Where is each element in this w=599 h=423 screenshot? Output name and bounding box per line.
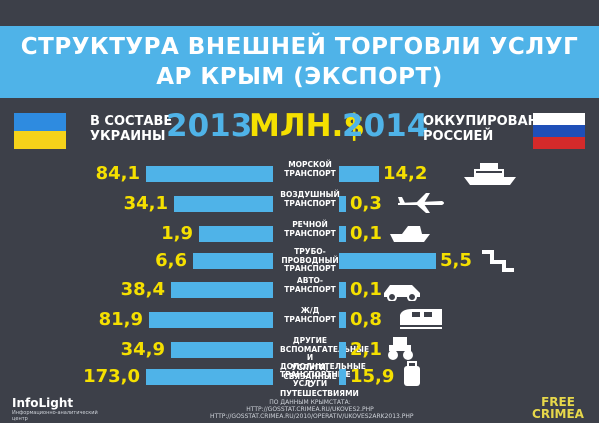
value-label-2013: 173,0 xyxy=(83,366,140,387)
category-label: УСЛУГИ, СВЯЗАННЫЕ С ПУТЕШЕСТВИЯМИ xyxy=(280,363,359,398)
chart-row: 81,9 Ж/Д ТРАНСПОРТ 0,8 xyxy=(0,306,599,331)
luggage-icon xyxy=(400,360,424,394)
chart-row: 34,1 ВОЗДУШНЫЙ ТРАНСПОРТ 0,3 xyxy=(0,190,599,215)
ukraine-flag-icon xyxy=(14,113,66,149)
infolight-logo-sub: Информационно-аналитический центр xyxy=(12,410,98,422)
value-label-2013: 6,6 xyxy=(155,250,187,271)
category-label: Ж/Д ТРАНСПОРТ xyxy=(284,306,336,324)
airplane-icon xyxy=(396,191,446,219)
bar-2013 xyxy=(146,369,273,385)
value-label-2013: 1,9 xyxy=(161,223,193,244)
value-label-2014: 0,8 xyxy=(350,309,382,330)
train-icon xyxy=(398,307,444,335)
value-label-2013: 34,9 xyxy=(120,339,165,360)
category-label: ДРУГИЕ ВСПОМАГАТЕЛЬНЫЕ И ДОПОЛНИТЕЛЬНЫЕ … xyxy=(280,336,370,388)
bar-2014 xyxy=(339,253,436,269)
left-side-label: В СОСТАВЕ УКРАИНЫ xyxy=(90,114,173,144)
category-label: РЕЧНОЙ ТРАНСПОРТ xyxy=(284,220,336,238)
chart-row: 38,4 АВТО- ТРАНСПОРТ 0,1 xyxy=(0,276,599,302)
russia-flag-icon xyxy=(533,113,585,149)
title-line-1: СТРУКТУРА ВНЕШНЕЙ ТОРГОВЛИ УСЛУГ xyxy=(20,34,579,60)
value-label-2013: 81,9 xyxy=(98,309,143,330)
value-label-2014: 5,5 xyxy=(440,250,472,271)
bar-2014 xyxy=(339,166,379,182)
bar-2013 xyxy=(193,253,273,269)
boat-icon xyxy=(388,222,432,248)
year-left: 2013 xyxy=(166,108,253,144)
unit-label: МЛН.$ xyxy=(249,108,365,144)
category-label: МОРСКОЙ ТРАНСПОРТ xyxy=(284,160,336,178)
tractor-icon xyxy=(385,335,415,365)
chart-row: 84,1 МОРСКОЙ ТРАНСПОРТ 14,2 xyxy=(0,160,599,185)
value-label-2014: 14,2 xyxy=(383,163,428,184)
chart-row: 6,6 ТРУБО- ПРОВОДНЫЙ ТРАНСПОРТ 5,5 xyxy=(0,247,599,273)
value-label-2014: 0,3 xyxy=(350,193,382,214)
infolight-logo-name: InfoLight xyxy=(12,396,74,410)
chart-row: 34,9 ДРУГИЕ ВСПОМАГАТЕЛЬНЫЕ И ДОПОЛНИТЕЛЬ… xyxy=(0,336,599,387)
value-label-2014: 2,1 xyxy=(350,339,382,360)
infolight-logo: InfoLight Информационно-аналитический це… xyxy=(12,396,98,422)
value-label-2014: 0,1 xyxy=(350,223,382,244)
value-label-2013: 84,1 xyxy=(95,163,140,184)
year-right: 2014 xyxy=(342,108,429,144)
category-label: ТРУБО- ПРОВОДНЫЙ ТРАНСПОРТ xyxy=(281,247,339,273)
chart-row: 173,0 УСЛУГИ, СВЯЗАННЫЕ С ПУТЕШЕСТВИЯМИ 15… xyxy=(0,361,599,397)
chart-row: 1,9 РЕЧНОЙ ТРАНСПОРТ 0,1 xyxy=(0,220,599,248)
source-note: ПО ДАННЫМ КРЫМСТАТА: HTTP://GOSSTAT.CRIM… xyxy=(210,399,414,420)
bar-2013 xyxy=(146,166,273,182)
right-side-label: ОККУПИРОВАН РОССИЕЙ xyxy=(423,114,539,144)
bar-2013 xyxy=(174,196,273,212)
bar-2013 xyxy=(171,282,273,298)
category-label: ВОЗДУШНЫЙ ТРАНСПОРТ xyxy=(280,190,340,208)
bar-2014 xyxy=(339,369,346,385)
value-label-2013: 34,1 xyxy=(123,193,168,214)
bar-2014 xyxy=(339,312,346,328)
pipeline-icon xyxy=(480,248,516,278)
title-banner: СТРУКТУРА ВНЕШНЕЙ ТОРГОВЛИ УСЛУГ АР КРЫМ… xyxy=(0,26,599,98)
free-crimea-logo: FREE CRIMEA xyxy=(532,395,584,421)
bar-2013 xyxy=(199,226,273,242)
ship-icon xyxy=(462,159,520,191)
value-label-2014: 0,1 xyxy=(350,279,382,300)
bar-2014 xyxy=(339,226,346,242)
bar-2014 xyxy=(339,282,346,298)
bar-2014 xyxy=(339,342,346,358)
title-line-2: АР КРЫМ (ЭКСПОРТ) xyxy=(156,64,443,90)
bar-2014 xyxy=(339,196,346,212)
value-label-2014: 15,9 xyxy=(350,366,395,387)
car-icon xyxy=(382,279,422,305)
value-label-2013: 38,4 xyxy=(120,279,165,300)
bar-2013 xyxy=(171,342,273,358)
bar-2013 xyxy=(149,312,273,328)
category-label: АВТО- ТРАНСПОРТ xyxy=(284,276,336,294)
